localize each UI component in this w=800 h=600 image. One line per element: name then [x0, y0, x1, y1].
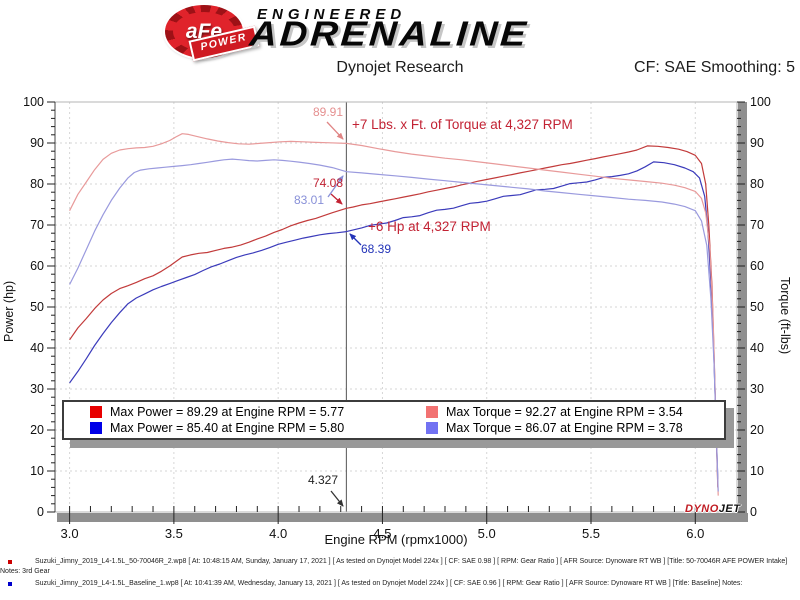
legend-swatch-power-baseline [90, 422, 102, 434]
svg-text:10: 10 [30, 464, 44, 478]
annotation-power-afe-value: 74.08 [312, 176, 343, 190]
x-axis-title-rpm: Engine RPM (rpmx1000) [324, 532, 468, 547]
chart-title: Dynojet Research [336, 59, 464, 76]
svg-text:70: 70 [750, 218, 764, 232]
svg-text:40: 40 [30, 341, 44, 355]
svg-text:70: 70 [30, 218, 44, 232]
svg-text:20: 20 [30, 423, 44, 437]
footnote-afe-run: Suzuki_Jimny_2019_L4-1.5L_50-70046R_2.wp… [0, 557, 798, 577]
svg-text:90: 90 [30, 136, 44, 150]
legend-box: Max Power = 89.29 at Engine RPM = 5.77 M… [62, 400, 726, 440]
y-axis-title-power: Power (hp) [2, 280, 16, 342]
svg-text:3.5: 3.5 [165, 526, 183, 541]
svg-text:0: 0 [37, 505, 44, 519]
footnote-list: Suzuki_Jimny_2019_L4-1.5L_50-70046R_2.wp… [0, 557, 798, 591]
legend-label-torque-baseline: Max Torque = 86.07 at Engine RPM = 3.78 [446, 421, 683, 435]
engineered-wordmark: ENGINEERED [257, 6, 407, 23]
svg-text:80: 80 [30, 177, 44, 191]
annotation-torque-gain: +7 Lbs. x Ft. of Torque at 4,327 RPM [352, 117, 573, 132]
svg-text:4.0: 4.0 [269, 526, 287, 541]
legend-swatch-torque-baseline [426, 422, 438, 434]
footnote-text-baseline-run: Suzuki_Jimny_2019_L4-1.5L_Baseline_1.wp8… [35, 580, 743, 587]
svg-text:100: 100 [750, 95, 771, 109]
svg-text:80: 80 [750, 177, 764, 191]
svg-text:60: 60 [30, 259, 44, 273]
svg-text:60: 60 [750, 259, 764, 273]
dynojet-jet-text: JET [718, 503, 741, 515]
svg-text:100: 100 [23, 95, 44, 109]
legend-entry-power-baseline: Max Power = 85.40 at Engine RPM = 5.80 [90, 421, 426, 435]
smoothing-label: CF: SAE Smoothing: 5 [634, 59, 795, 76]
annotation-torque-afe-value: 89.91 [312, 105, 343, 119]
svg-text:20: 20 [750, 423, 764, 437]
y-axis-title-torque: Torque (ft-lbs) [778, 277, 792, 355]
footnote-baseline-run: Suzuki_Jimny_2019_L4-1.5L_Baseline_1.wp8… [0, 579, 798, 589]
svg-text:90: 90 [750, 136, 764, 150]
svg-text:4.5: 4.5 [373, 526, 391, 541]
svg-text:5.5: 5.5 [582, 526, 600, 541]
legend-entry-torque-baseline: Max Torque = 86.07 at Engine RPM = 3.78 [426, 421, 724, 435]
dynojet-watermark: DYNOJET [685, 503, 740, 515]
annotation-power-baseline-value: 68.39 [361, 242, 392, 256]
svg-text:30: 30 [30, 382, 44, 396]
legend-label-power-baseline: Max Power = 85.40 at Engine RPM = 5.80 [110, 421, 345, 435]
legend-swatch-power-afe [90, 406, 102, 418]
svg-text:50: 50 [750, 300, 764, 314]
legend-label-power-afe: Max Power = 89.29 at Engine RPM = 5.77 [110, 405, 345, 419]
legend-entry-power-afe: Max Power = 89.29 at Engine RPM = 5.77 [90, 405, 426, 419]
svg-text:40: 40 [750, 341, 764, 355]
svg-text:10: 10 [750, 464, 764, 478]
footnote-bullet-blue [8, 582, 12, 586]
footnote-bullet-red [8, 560, 12, 564]
svg-text:6.0: 6.0 [686, 526, 704, 541]
svg-text:5.0: 5.0 [478, 526, 496, 541]
annotation-torque-baseline-value: 83.01 [293, 193, 324, 207]
legend-entry-torque-afe: Max Torque = 92.27 at Engine RPM = 3.54 [426, 405, 724, 419]
legend-swatch-torque-afe [426, 406, 438, 418]
svg-text:30: 30 [750, 382, 764, 396]
svg-text:3.0: 3.0 [61, 526, 79, 541]
footnote-text-afe-run: Suzuki_Jimny_2019_L4-1.5L_50-70046R_2.wp… [0, 558, 788, 575]
annotation-cursor-rpm: 4.327 [307, 473, 338, 487]
dynojet-dyno-text: DYNO [685, 503, 719, 515]
svg-text:50: 50 [30, 300, 44, 314]
svg-text:0: 0 [750, 505, 757, 519]
annotation-hp-gain: +6 Hp at 4,327 RPM [368, 219, 491, 234]
legend-label-torque-afe: Max Torque = 92.27 at Engine RPM = 3.54 [446, 405, 683, 419]
